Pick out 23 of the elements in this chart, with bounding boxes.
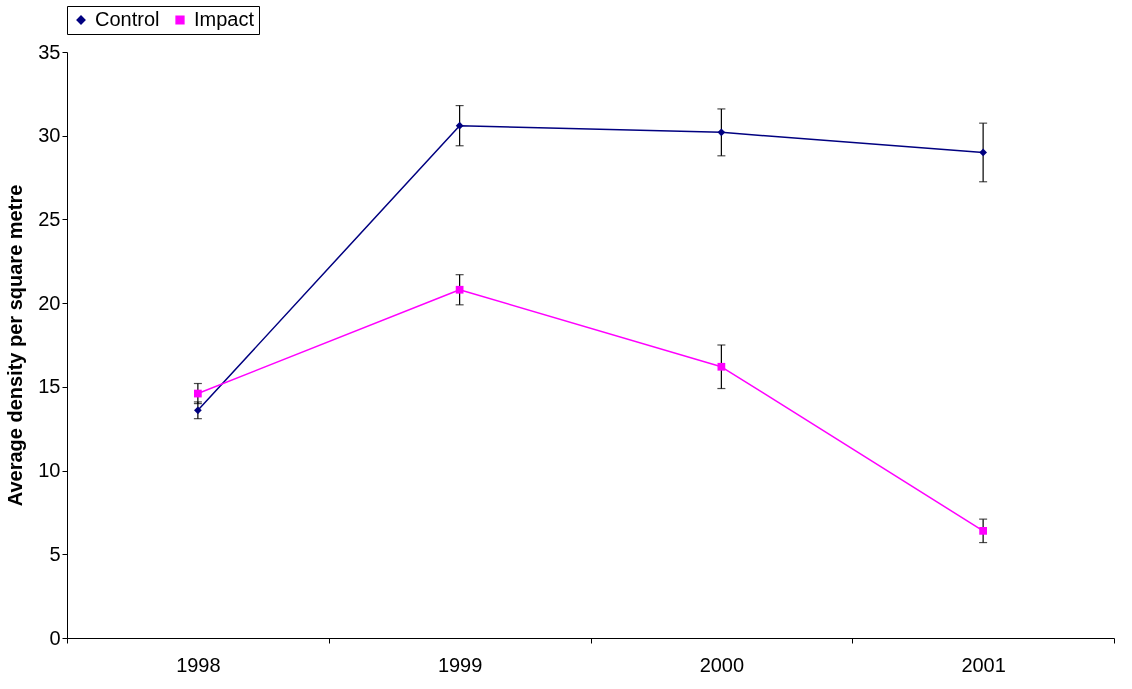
point — [455, 285, 464, 294]
x-tick-label: 2001 — [961, 653, 1006, 676]
y-tick-label: 5 — [49, 542, 61, 565]
y-axis-title: Average density per square metre — [4, 184, 27, 507]
y-tick-label: 30 — [38, 124, 61, 147]
point — [979, 148, 987, 157]
point — [979, 526, 987, 535]
y-tick-label: 25 — [38, 207, 61, 230]
point — [194, 389, 202, 398]
x-tick-label: 2000 — [699, 653, 745, 676]
x-tick-label: 1999 — [437, 653, 483, 676]
x-tick-label: 1998 — [176, 653, 221, 676]
point — [194, 406, 202, 415]
point — [455, 121, 464, 130]
y-tick-label: 35 — [38, 40, 61, 63]
legend-label: Control — [95, 8, 160, 30]
y-tick-label: 15 — [38, 375, 61, 398]
point — [717, 362, 726, 371]
y-tick-label: 0 — [49, 626, 61, 649]
legend-label: Impact — [194, 8, 255, 30]
y-tick-label: 10 — [38, 459, 61, 482]
y-tick-label: 20 — [38, 291, 61, 314]
point — [717, 128, 726, 137]
